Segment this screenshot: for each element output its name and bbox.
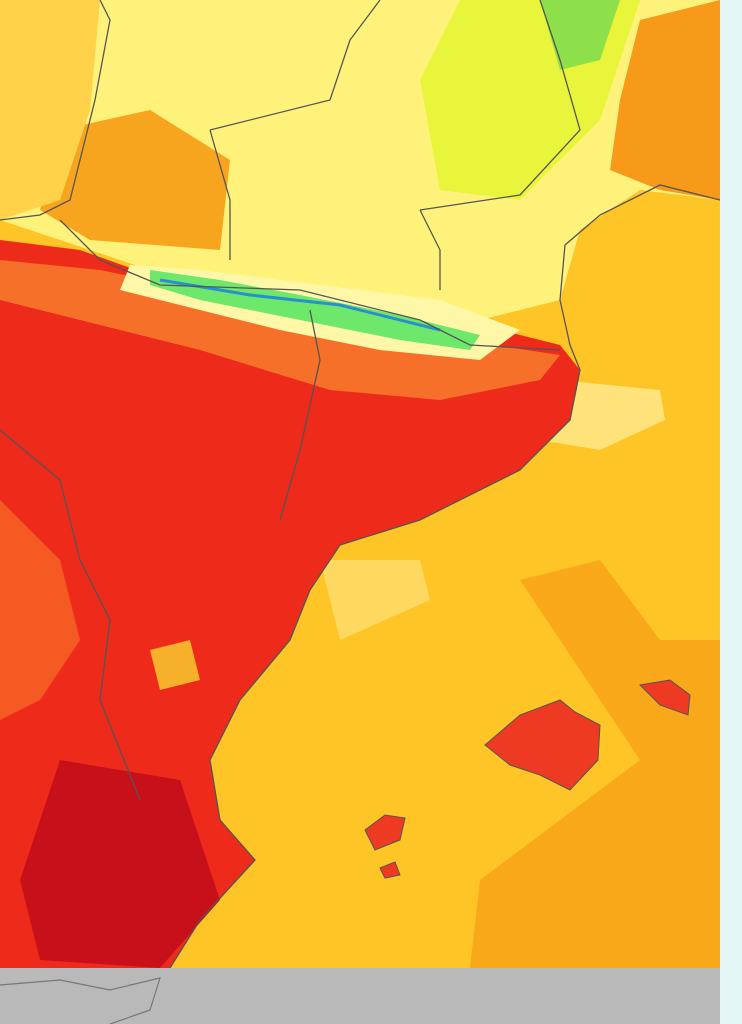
- west-warm: [40, 110, 230, 250]
- land-hottest: [20, 760, 220, 968]
- border: [209, 0, 581, 290]
- africa-mask: [0, 968, 720, 1024]
- pyrenees-green: [150, 270, 480, 350]
- island-formentera: [379, 861, 401, 879]
- land-warm: [0, 500, 80, 720]
- atlantic: [0, 0, 100, 220]
- region-line: [0, 309, 321, 801]
- island-menorca: [638, 679, 691, 716]
- pyrenees-peaks: [159, 278, 441, 332]
- coastline: [0, 0, 111, 221]
- border: [59, 219, 561, 351]
- island-ibiza: [364, 814, 406, 851]
- borders: [0, 0, 721, 969]
- coastline: [169, 184, 721, 969]
- highland-green: [540, 0, 620, 70]
- coastline: [0, 977, 161, 1024]
- east-warm: [610, 0, 720, 200]
- sea-light: [320, 560, 430, 640]
- island-mallorca: [484, 699, 601, 791]
- plateau: [150, 640, 200, 690]
- sea-warm: [470, 560, 720, 968]
- side-strip: [720, 0, 742, 1024]
